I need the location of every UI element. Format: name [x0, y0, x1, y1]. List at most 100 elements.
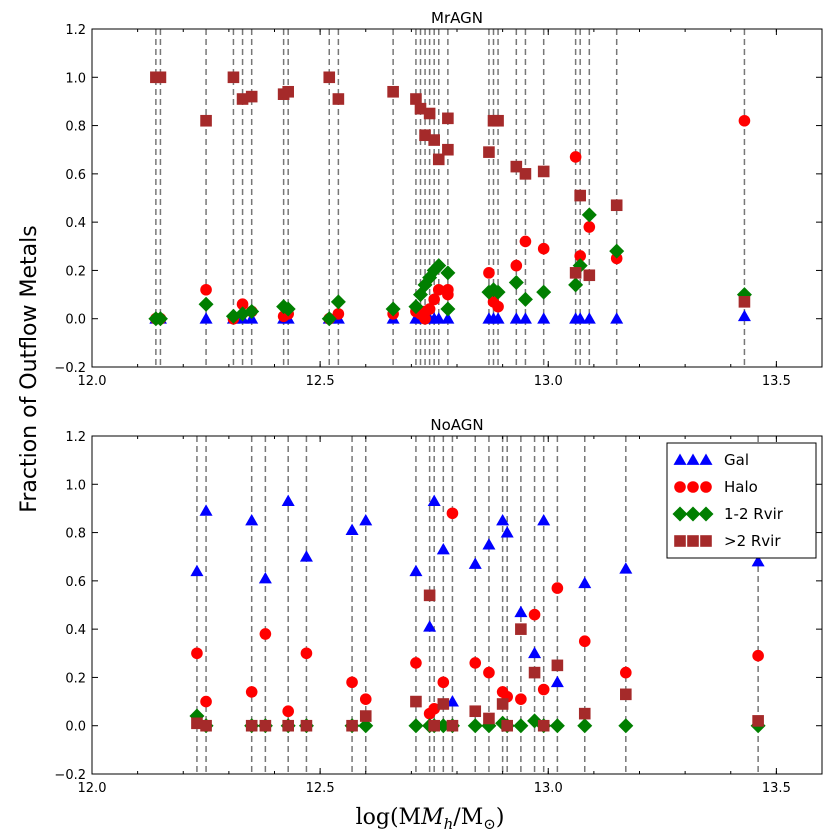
panel-title: NoAGN	[430, 416, 483, 434]
point-2rvir-15	[428, 134, 440, 146]
point-halo-4	[282, 705, 294, 718]
x-tick-label: 13.0	[534, 781, 563, 796]
point-2rvir-9	[423, 589, 436, 602]
x-axis-label-sub2: ⊙	[483, 815, 496, 833]
point-gal-12	[445, 695, 459, 707]
legend-marker-0-2	[699, 453, 713, 465]
point-12rvir-22	[517, 291, 533, 307]
point-halo-23	[752, 649, 764, 662]
x-axis-label-end: )	[496, 805, 505, 830]
y-tick-label: 0.6	[65, 575, 86, 590]
point-12rvir-8	[408, 718, 424, 734]
point-halo-14	[423, 303, 436, 315]
x-axis-label-m1: M	[420, 805, 444, 830]
point-gal-3	[258, 571, 272, 584]
point-gal-11	[436, 542, 450, 555]
point-12rvir-13	[467, 718, 483, 734]
x-tick-label: 13.5	[762, 781, 791, 796]
y-tick-label: 0.2	[65, 671, 86, 686]
x-tick-label: 13.5	[762, 374, 791, 389]
point-halo-6	[346, 676, 358, 689]
point-2rvir-25	[574, 189, 586, 202]
point-gal-23	[537, 312, 551, 324]
legend-marker-3-2	[700, 535, 712, 547]
point-gal-15	[496, 514, 510, 526]
legend-marker-1-0	[674, 481, 686, 493]
y-tick-label: 0.0	[65, 720, 86, 735]
point-halo-2	[200, 283, 212, 296]
point-halo-21	[578, 635, 591, 648]
point-halo-16	[432, 283, 445, 296]
point-12rvir-17	[513, 718, 529, 734]
point-halo-21	[510, 259, 523, 272]
y-axis-label: Fraction of Outflow Metals	[17, 225, 42, 512]
point-2rvir-20	[551, 659, 564, 672]
point-12rvir-9	[330, 294, 346, 310]
legend-marker-3-1	[687, 535, 699, 547]
point-halo-2	[245, 686, 258, 698]
point-2rvir-7	[359, 710, 372, 722]
point-gal-5	[299, 550, 313, 562]
point-12rvir-1	[152, 311, 168, 327]
point-2rvir-13	[469, 705, 482, 718]
point-halo-7	[359, 693, 372, 705]
point-halo-22	[620, 666, 632, 679]
y-tick-label: 1.2	[65, 430, 86, 445]
y-tick-label: 0.0	[65, 313, 86, 328]
legend-marker-0-1	[686, 453, 700, 465]
point-2rvir-18	[483, 146, 495, 158]
x-axis-label: log(MMh/M⊙)	[356, 805, 505, 833]
panel-noagn: 12.0 12.5 13.0 13.5 −0.2 0.0 0.2 0.4 0.6 0.8 1.0 1.…	[54, 416, 823, 796]
legend-label-1: Halo	[724, 478, 758, 496]
panel-title: MrAGN	[431, 9, 483, 27]
point-2rvir-8	[410, 695, 422, 708]
point-gal-2	[199, 312, 213, 324]
point-halo-13	[469, 657, 482, 669]
point-halo-20	[551, 582, 564, 594]
point-halo-20	[492, 300, 504, 313]
point-gal-17	[441, 312, 455, 324]
point-halo-0	[191, 647, 203, 660]
point-2rvir-5	[300, 719, 313, 732]
point-12rvir-8	[321, 311, 337, 327]
point-halo-19	[537, 683, 550, 696]
point-2rvir-21	[578, 707, 591, 720]
point-12rvir-20	[490, 284, 506, 300]
point-2rvir-18	[528, 666, 541, 679]
x-axis-label-sub1: h	[444, 815, 454, 833]
point-2rvir-3	[227, 71, 240, 84]
y-tick-label: 1.0	[65, 478, 86, 493]
point-2rvir-8	[323, 71, 336, 84]
point-gal-10	[427, 494, 441, 507]
point-halo-4	[236, 298, 249, 311]
point-2rvir-17	[515, 623, 527, 635]
point-halo-25	[574, 250, 586, 262]
point-2rvir-6	[346, 719, 358, 732]
point-halo-24	[569, 151, 582, 163]
point-2rvir-21	[510, 160, 523, 173]
y-tick-label: 0.4	[65, 216, 86, 231]
point-halo-18	[528, 608, 541, 621]
point-2rvir-10	[387, 85, 399, 98]
point-2rvir-11	[410, 93, 422, 105]
point-12rvir-5	[244, 303, 260, 319]
point-gal-27	[610, 312, 624, 324]
y-tick-label: 0.2	[65, 264, 86, 279]
x-tick-label: 12.0	[78, 781, 107, 796]
point-12rvir-20	[549, 718, 565, 734]
point-gal-23	[751, 555, 765, 567]
point-2rvir-9	[332, 93, 345, 105]
point-halo-28	[738, 114, 751, 127]
point-12rvir-7	[358, 718, 374, 734]
point-halo-11	[437, 676, 450, 689]
point-halo-17	[515, 693, 527, 705]
y-tick-label: 1.2	[65, 23, 86, 38]
point-12rvir-26	[581, 207, 597, 223]
point-halo-18	[483, 267, 495, 279]
point-halo-8	[410, 657, 422, 669]
legend-marker-2-0	[672, 506, 688, 522]
point-halo-15	[428, 293, 440, 306]
point-2rvir-7	[282, 85, 294, 98]
point-2rvir-1	[200, 719, 212, 732]
point-12rvir-22	[618, 718, 634, 734]
